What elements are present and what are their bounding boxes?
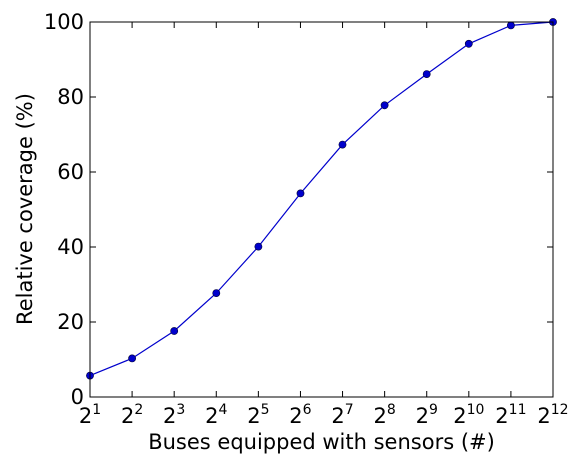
plot-frame xyxy=(89,21,554,398)
y-axis-label: Relative coverage (%) xyxy=(13,93,37,325)
data-point xyxy=(464,39,473,48)
data-point xyxy=(506,21,515,30)
series-line xyxy=(89,21,554,377)
x-tick-label: 211 xyxy=(495,402,526,428)
x-tick-label: 21 xyxy=(79,402,101,428)
x-axis-label: Buses equipped with sensors (#) xyxy=(148,430,495,454)
x-tick-label: 29 xyxy=(416,402,438,428)
x-tick-label: 25 xyxy=(247,402,269,428)
x-tick-label: 22 xyxy=(121,402,143,428)
x-tick-label: 212 xyxy=(537,402,568,428)
data-point xyxy=(296,189,305,198)
data-point xyxy=(422,70,431,78)
x-tick-label: 24 xyxy=(205,402,227,428)
y-tick-label: 40 xyxy=(57,235,84,259)
data-point xyxy=(254,242,263,251)
data-point xyxy=(170,327,179,335)
y-tick-label: 60 xyxy=(57,160,84,184)
y-tick-label: 100 xyxy=(44,10,84,34)
data-point xyxy=(338,140,347,149)
x-tick-label: 210 xyxy=(453,402,484,428)
x-tick-label: 23 xyxy=(163,402,185,428)
data-point xyxy=(212,289,221,297)
data-point xyxy=(128,354,136,363)
y-tick-label: 20 xyxy=(57,310,84,334)
x-tick-label: 26 xyxy=(289,402,311,428)
x-tick-label: 28 xyxy=(373,402,395,428)
y-tick-label: 80 xyxy=(57,85,84,109)
data-point xyxy=(380,101,389,110)
y-tick-label: 0 xyxy=(71,385,84,409)
x-tick-label: 27 xyxy=(331,402,353,428)
